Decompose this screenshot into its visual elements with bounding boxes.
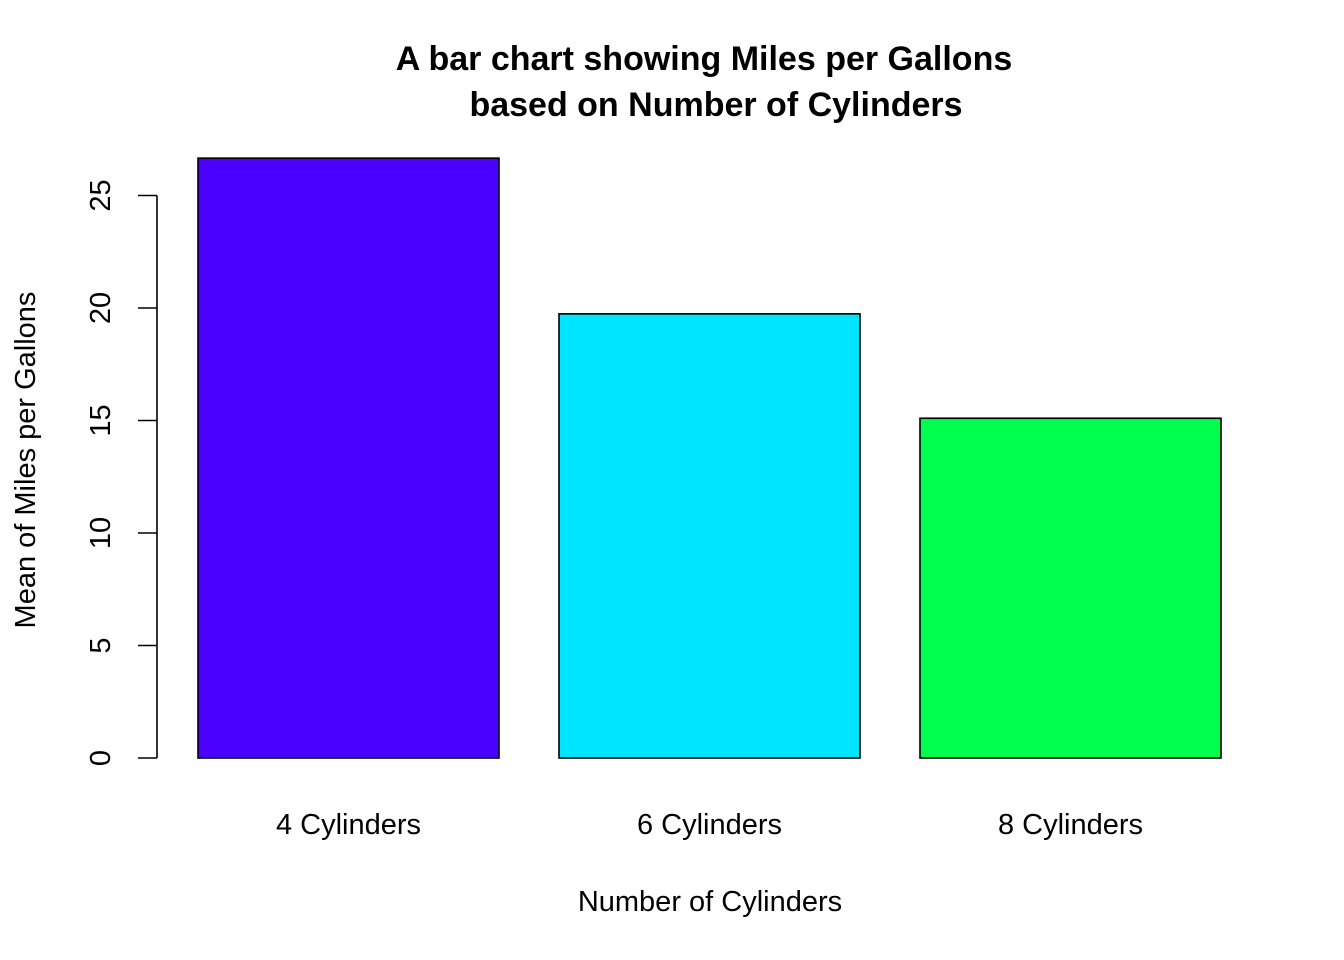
y-tick-label: 0	[85, 750, 117, 766]
y-tick-label: 5	[85, 637, 117, 653]
x-axis-label: Number of Cylinders	[578, 886, 842, 918]
bar-8-cylinders	[919, 417, 1222, 759]
x-tick-label: 8 Cylinders	[998, 809, 1143, 841]
y-tick-label: 20	[85, 292, 117, 324]
chart-title-line-1: A bar chart showing Miles per Gallons	[396, 40, 1013, 78]
x-tick-label: 6 Cylinders	[637, 809, 782, 841]
bar-4-cylinders	[197, 157, 500, 759]
y-tick-label: 15	[85, 404, 117, 436]
y-tick-label: 10	[85, 517, 117, 549]
chart-title-line-2: based on Number of Cylinders	[469, 86, 962, 124]
bar-6-cylinders	[558, 313, 861, 759]
y-axis: 0 5 10 15 20 25	[85, 179, 158, 766]
y-axis-label: Mean of Miles per Gallons	[10, 292, 42, 629]
x-tick-label: 4 Cylinders	[276, 809, 421, 841]
bars-group	[197, 157, 1222, 759]
x-axis-category-labels: 4 Cylinders 6 Cylinders 8 Cylinders	[276, 809, 1143, 841]
y-tick-label: 25	[85, 179, 117, 211]
